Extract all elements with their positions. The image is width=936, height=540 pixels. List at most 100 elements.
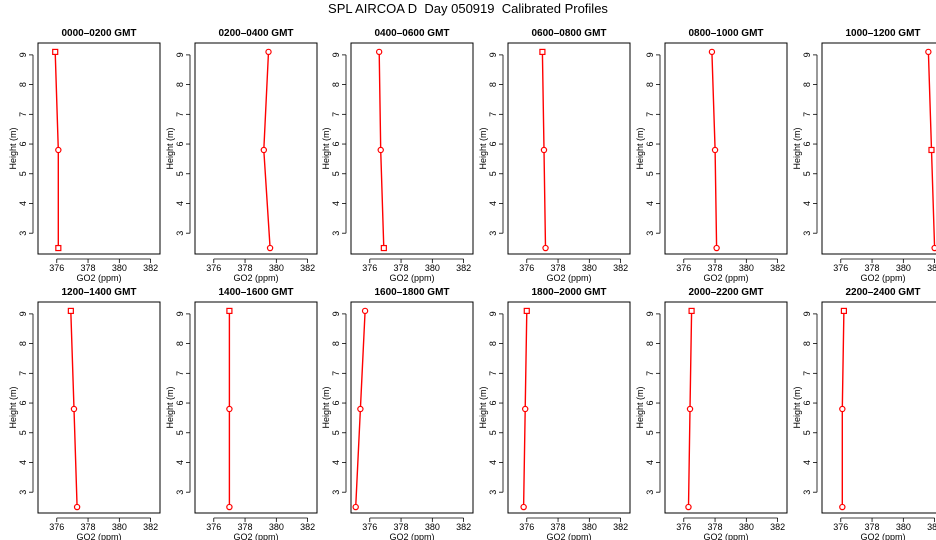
y-tick-label: 5	[18, 171, 28, 176]
y-axis-label: Height (m)	[792, 386, 802, 428]
y-axis-label: Height (m)	[8, 127, 18, 169]
y-tick-label: 6	[175, 142, 185, 147]
x-tick-label: 382	[300, 522, 315, 532]
x-tick-label: 378	[238, 263, 253, 273]
x-tick-label: 382	[456, 263, 471, 273]
y-tick-label: 3	[331, 231, 341, 236]
y-tick-label: 3	[18, 490, 28, 495]
y-axis-label: Height (m)	[635, 127, 645, 169]
y-tick-label: 4	[18, 201, 28, 206]
y-tick-label: 6	[488, 401, 498, 406]
x-tick-label: 376	[49, 522, 64, 532]
y-tick-label: 3	[802, 490, 812, 495]
data-point	[688, 307, 695, 315]
data-point	[711, 146, 719, 154]
x-tick-label: 378	[708, 263, 723, 273]
panel-title: 1200–1400 GMT	[61, 287, 136, 298]
x-tick-label: 376	[676, 522, 691, 532]
panel-22002400: 2200–2400 GMT 376 378 380 382 GO2 (ppm) 3 4 5 6 7 8…	[792, 287, 936, 540]
y-tick-label: 8	[645, 82, 655, 87]
y-axis-label: Height (m)	[321, 127, 331, 169]
y-axis-label: Height (m)	[165, 386, 175, 428]
data-point	[70, 405, 78, 413]
y-axis-label: Height (m)	[165, 127, 175, 169]
y-tick-label: 8	[175, 82, 185, 87]
x-axis-label: GO2 (ppm)	[703, 273, 748, 283]
y-tick-label: 4	[802, 460, 812, 465]
plot-frame	[194, 42, 318, 255]
panel-04000600: 0400–0600 GMT 376 378 380 382 GO2 (ppm) 3 4 5 6 7 8…	[321, 28, 474, 283]
x-tick-label: 376	[49, 263, 64, 273]
x-tick-label: 378	[394, 522, 409, 532]
y-tick-label: 6	[488, 142, 498, 147]
y-axis-label: Height (m)	[478, 127, 488, 169]
y-axis-label: Height (m)	[635, 386, 645, 428]
y-tick-label: 3	[802, 231, 812, 236]
data-point	[52, 48, 59, 56]
x-tick-label: 380	[582, 263, 597, 273]
plot-frame	[664, 42, 788, 255]
x-tick-label: 382	[613, 263, 628, 273]
y-tick-label: 4	[645, 201, 655, 206]
y-tick-label: 8	[175, 341, 185, 346]
plot-frame	[507, 42, 631, 255]
y-tick-label: 7	[18, 112, 28, 117]
y-tick-label: 5	[645, 171, 655, 176]
data-point	[352, 503, 359, 511]
x-tick-label: 380	[269, 263, 284, 273]
x-axis-label: GO2 (ppm)	[233, 273, 278, 283]
y-tick-label: 9	[802, 52, 812, 57]
y-tick-label: 6	[802, 142, 812, 147]
x-tick-label: 378	[551, 263, 566, 273]
data-point	[380, 244, 387, 252]
x-tick-label: 378	[865, 263, 880, 273]
x-tick-label: 380	[425, 522, 440, 532]
y-axis-label: Height (m)	[8, 386, 18, 428]
y-tick-label: 8	[488, 341, 498, 346]
y-tick-label: 9	[331, 52, 341, 57]
y-tick-label: 7	[488, 371, 498, 376]
y-tick-label: 9	[18, 311, 28, 316]
x-tick-label: 378	[81, 522, 96, 532]
y-tick-label: 9	[175, 311, 185, 316]
panel-title: 1600–1800 GMT	[374, 287, 449, 298]
panel-title: 2000–2200 GMT	[688, 287, 763, 298]
panel-title: 0800–1000 GMT	[688, 28, 763, 39]
panel-08001000: 0800–1000 GMT 376 378 380 382 GO2 (ppm) 3 4 5 6 7 8…	[635, 28, 788, 283]
y-tick-label: 4	[331, 201, 341, 206]
panel-title: 1400–1600 GMT	[218, 287, 293, 298]
panel-title: 1800–2000 GMT	[531, 287, 606, 298]
y-tick-label: 7	[802, 112, 812, 117]
data-point	[357, 405, 364, 413]
x-tick-label: 376	[362, 263, 377, 273]
plot-frame	[37, 42, 161, 255]
y-tick-label: 8	[18, 82, 28, 87]
y-tick-label: 6	[331, 401, 341, 406]
x-tick-label: 380	[269, 522, 284, 532]
y-tick-label: 5	[175, 430, 185, 435]
x-tick-label: 382	[770, 522, 785, 532]
y-tick-label: 9	[18, 52, 28, 57]
x-tick-label: 376	[206, 263, 221, 273]
x-tick-label: 382	[143, 522, 158, 532]
data-point	[361, 307, 369, 315]
panel-02000400: 0200–0400 GMT 376 378 380 382 GO2 (ppm) 3 4 5 6 7 8…	[165, 28, 318, 283]
x-tick-label: 380	[896, 263, 911, 273]
x-tick-label: 376	[362, 522, 377, 532]
x-axis-label: GO2 (ppm)	[860, 273, 905, 283]
plot-frame	[821, 42, 936, 255]
data-point	[67, 307, 74, 315]
data-point	[539, 48, 546, 56]
x-axis-label: GO2 (ppm)	[389, 273, 434, 283]
y-tick-label: 9	[488, 311, 498, 316]
x-axis-label: GO2 (ppm)	[76, 532, 121, 540]
y-tick-label: 6	[18, 142, 28, 147]
x-axis-label: GO2 (ppm)	[546, 273, 591, 283]
y-tick-label: 7	[175, 371, 185, 376]
data-point	[265, 48, 272, 56]
y-tick-label: 3	[488, 231, 498, 236]
x-tick-label: 378	[865, 522, 880, 532]
y-tick-label: 7	[802, 371, 812, 376]
y-tick-label: 3	[488, 490, 498, 495]
y-tick-label: 8	[802, 82, 812, 87]
